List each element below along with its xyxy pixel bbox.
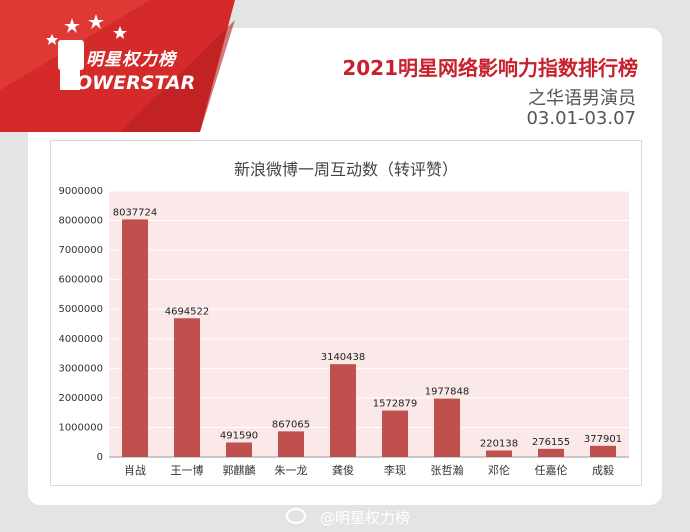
weibo-icon bbox=[286, 508, 306, 524]
data-label-7: 220138 bbox=[480, 438, 518, 449]
y-tick-label: 9000000 bbox=[58, 186, 103, 197]
y-tick-label: 0 bbox=[97, 452, 103, 463]
y-tick-label: 1000000 bbox=[58, 422, 103, 433]
stars-icon bbox=[46, 14, 127, 45]
x-tick-label-5: 李现 bbox=[384, 463, 406, 477]
data-label-5: 1572879 bbox=[373, 399, 418, 410]
y-tick-label: 4000000 bbox=[58, 334, 103, 345]
bar-9 bbox=[590, 445, 616, 457]
y-tick-label: 3000000 bbox=[58, 363, 103, 374]
data-label-0: 8037724 bbox=[113, 207, 158, 218]
x-tick-label-0: 肖战 bbox=[124, 463, 146, 477]
bar-2 bbox=[226, 442, 252, 457]
page-title: 2021明星网络影响力指数排行榜 bbox=[342, 56, 638, 80]
data-label-3: 867065 bbox=[272, 419, 310, 430]
logo-english: OWERSTAR bbox=[76, 72, 196, 94]
x-tick-label-7: 邓伦 bbox=[488, 463, 510, 477]
bar-chart: 新浪微博一周互动数（转评赞） 0 1000000 2000000 3000000 400… bbox=[58, 160, 629, 477]
data-label-8: 276155 bbox=[532, 437, 570, 448]
x-tick-label-3: 朱一龙 bbox=[275, 464, 308, 477]
bars bbox=[122, 219, 616, 457]
bar-6 bbox=[434, 398, 460, 457]
y-tick-label: 8000000 bbox=[58, 216, 103, 227]
banner-shape bbox=[0, 0, 235, 132]
x-tick-label-1: 王一博 bbox=[171, 464, 204, 477]
data-label-1: 4694522 bbox=[165, 306, 210, 317]
data-label-6: 1977848 bbox=[425, 387, 470, 398]
x-tick-label-4: 龚俊 bbox=[332, 463, 354, 477]
bar-4 bbox=[330, 364, 356, 457]
y-tick-label: 5000000 bbox=[58, 304, 103, 315]
bar-3 bbox=[278, 431, 304, 457]
brand-banner: 明星权力榜 OWERSTAR bbox=[0, 0, 235, 132]
chart-container: 新浪微博一周互动数（转评赞） 0 1000000 2000000 3000000 400… bbox=[50, 140, 642, 486]
bar-7 bbox=[486, 450, 512, 457]
data-label-9: 377901 bbox=[584, 434, 622, 445]
bar-5 bbox=[382, 410, 408, 457]
bar-0 bbox=[122, 219, 148, 457]
data-label-2: 491590 bbox=[220, 430, 258, 441]
y-tick-label: 7000000 bbox=[58, 245, 103, 256]
fist-icon bbox=[58, 40, 84, 90]
page-subtitle: 之华语男演员 bbox=[528, 88, 636, 109]
watermark-text: @明星权力榜 bbox=[319, 509, 410, 527]
bar-1 bbox=[174, 318, 200, 457]
data-label-4: 3140438 bbox=[321, 352, 366, 363]
data-labels: 8037724 4694522 491590 867065 3140438 1572879… bbox=[113, 207, 622, 449]
bar-8 bbox=[538, 448, 564, 457]
x-tick-label-8: 任嘉伦 bbox=[535, 463, 568, 477]
chart-title: 新浪微博一周互动数（转评赞） bbox=[234, 160, 458, 179]
x-tick-label-9: 成毅 bbox=[592, 463, 614, 477]
date-range: 03.01-03.07 bbox=[526, 108, 636, 129]
y-tick-label: 6000000 bbox=[58, 275, 103, 286]
x-axis-ticks: 肖战 王一博 郭麒麟 朱一龙 龚俊 李现 张哲瀚 邓伦 任嘉伦 成毅 bbox=[124, 463, 614, 477]
y-axis-ticks: 0 1000000 2000000 3000000 4000000 5000000 6000… bbox=[58, 186, 103, 463]
x-tick-label-2: 郭麒麟 bbox=[223, 463, 256, 477]
x-tick-label-6: 张哲瀚 bbox=[431, 463, 464, 477]
logo-chinese: 明星权力榜 bbox=[86, 50, 176, 70]
y-tick-label: 2000000 bbox=[58, 393, 103, 404]
